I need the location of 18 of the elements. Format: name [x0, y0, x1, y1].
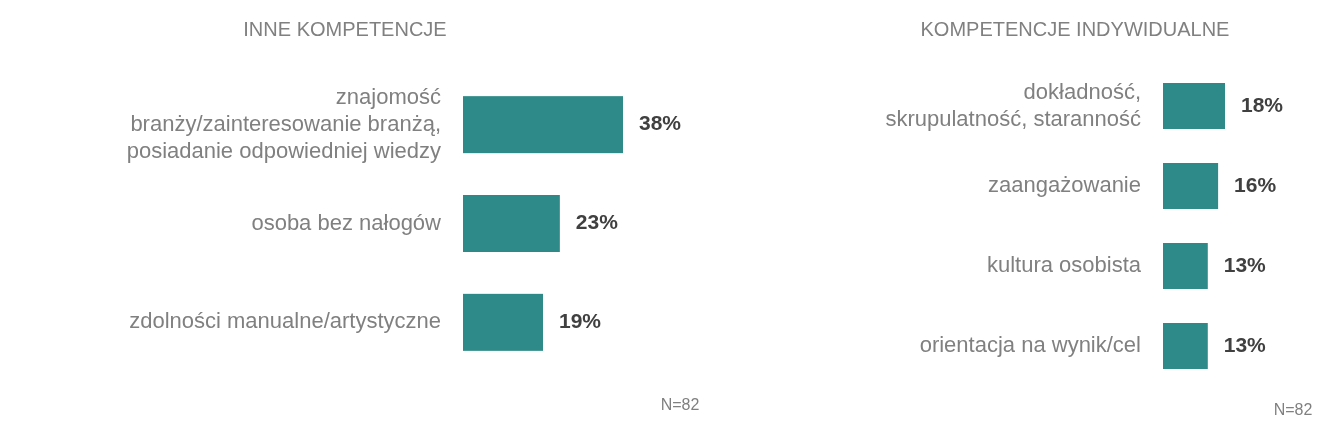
y-tick-label: kultura osobista [986, 251, 1142, 277]
data-label: 13% [1223, 252, 1267, 276]
text: N=82 [1273, 401, 1313, 418]
chart-title: INNE KOMPETENCJE [243, 18, 447, 40]
y-tick-label: orientacja na wynik/cel [919, 331, 1141, 357]
data-label: 18% [1241, 92, 1284, 116]
chart-title: KOMPETENCJE INDYWIDUALNE [920, 18, 1230, 40]
data-label: 16% [1234, 172, 1277, 196]
y-tick-label: zaangażowanie [988, 171, 1141, 197]
data-label: 23% [575, 210, 619, 234]
y-tick-label: osoba bez nałogów [251, 209, 442, 235]
data-label: 13% [1223, 332, 1267, 356]
data-label: 19% [559, 308, 602, 332]
y-tick-label: dokładność, skrupulatność, staranność [885, 78, 1141, 131]
data-label: 38% [639, 111, 682, 135]
text: N=82 [660, 396, 700, 413]
y-tick-label: zdolności manualne/artystyczne [129, 308, 441, 334]
y-tick-label: znajomość branży/zainteresowanie branżą, posiadanie odpowiedniej wiedzy [126, 83, 441, 163]
